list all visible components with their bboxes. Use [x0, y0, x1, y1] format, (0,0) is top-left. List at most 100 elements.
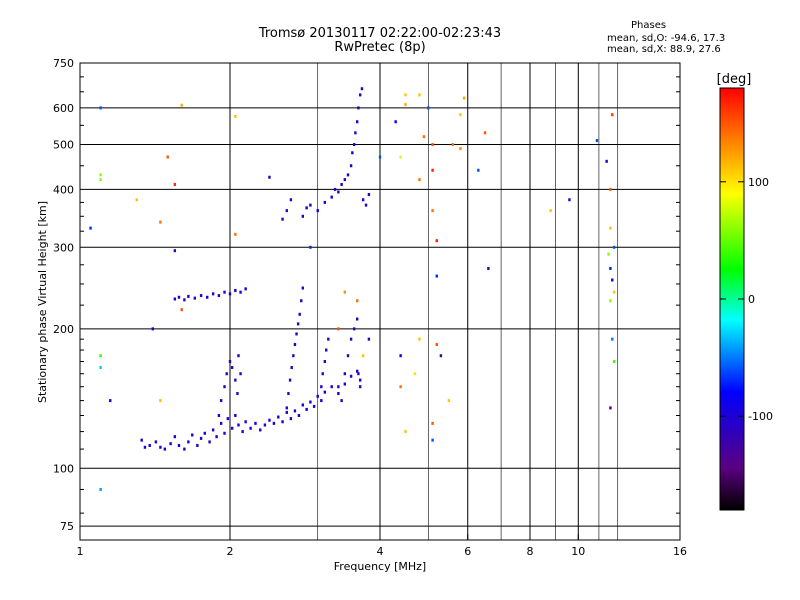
data-point	[609, 406, 612, 410]
data-point	[99, 354, 102, 358]
data-point	[272, 421, 276, 425]
data-point	[166, 155, 169, 159]
data-point	[367, 193, 371, 197]
data-point	[154, 440, 158, 444]
data-point	[180, 308, 183, 312]
data-point	[244, 420, 247, 424]
data-point	[295, 332, 298, 336]
y-axis-label: Stationary phase Virtual Height [km]	[36, 201, 49, 403]
data-point	[236, 392, 239, 396]
data-point	[277, 415, 280, 419]
data-point	[239, 290, 242, 294]
data-point	[292, 354, 295, 358]
data-point	[301, 286, 305, 290]
data-point	[351, 151, 354, 155]
data-point	[305, 407, 308, 411]
data-point	[143, 445, 147, 449]
data-point	[285, 410, 288, 414]
data-point	[183, 447, 186, 451]
data-point	[199, 436, 203, 440]
data-point	[301, 403, 305, 407]
data-point	[418, 337, 421, 341]
data-point	[431, 421, 434, 425]
colorbar-tick-label: 0	[748, 293, 755, 306]
data-point	[259, 428, 262, 432]
data-point	[549, 209, 552, 213]
phase-colorbar: [deg] 100 0 -100	[717, 72, 773, 511]
data-point	[99, 366, 102, 370]
data-point	[413, 372, 417, 376]
y-tick-label: 400	[53, 183, 74, 196]
data-point	[343, 382, 347, 386]
data-point	[230, 426, 234, 430]
y-tick-label: 600	[53, 102, 74, 115]
data-point	[173, 249, 177, 253]
data-point	[477, 168, 480, 172]
data-point	[431, 143, 434, 147]
data-point	[234, 114, 237, 118]
data-point	[211, 428, 215, 432]
data-point	[343, 372, 347, 376]
data-point	[612, 360, 616, 364]
y-tick-label: 500	[53, 139, 74, 152]
data-point	[187, 440, 190, 444]
data-point	[230, 366, 234, 370]
data-point	[451, 143, 455, 147]
data-point	[99, 487, 102, 491]
data-point	[483, 131, 487, 135]
data-point	[203, 431, 206, 435]
data-point	[249, 426, 252, 430]
data-point	[323, 200, 327, 204]
data-point	[355, 317, 359, 321]
data-point	[323, 360, 327, 364]
data-point	[173, 182, 177, 186]
x-tick-label: 8	[527, 545, 534, 558]
data-point	[285, 209, 288, 213]
data-point	[169, 442, 172, 446]
data-point	[297, 413, 301, 417]
data-point	[159, 399, 162, 403]
data-point	[301, 214, 305, 218]
phase-stats-o: mean, sd,O: -94.6, 17.3	[607, 33, 726, 44]
data-point	[234, 232, 237, 236]
data-point	[109, 399, 112, 403]
data-point	[357, 106, 360, 110]
data-point	[223, 290, 226, 294]
data-point	[89, 226, 92, 230]
data-point	[296, 322, 300, 326]
data-point	[330, 385, 333, 389]
data-point	[316, 209, 319, 213]
data-point	[435, 343, 438, 347]
data-point	[427, 106, 430, 110]
data-point	[241, 430, 244, 434]
data-point	[215, 435, 218, 439]
data-point	[268, 175, 271, 179]
data-point	[459, 113, 462, 117]
colorbar-gradient	[719, 87, 745, 511]
data-point	[422, 135, 426, 139]
data-point	[287, 392, 290, 396]
data-point	[612, 290, 616, 294]
data-point	[394, 120, 397, 124]
data-point	[399, 354, 402, 358]
data-point	[609, 187, 612, 191]
data-point	[305, 206, 308, 210]
data-point	[337, 327, 340, 331]
data-point	[357, 372, 360, 376]
data-point	[333, 187, 337, 191]
colorbar-tick-label: -100	[748, 410, 773, 423]
data-point	[459, 147, 462, 151]
data-point	[159, 445, 162, 449]
data-point	[99, 178, 102, 182]
data-point	[99, 173, 102, 177]
y-tick-label: 300	[53, 241, 74, 254]
data-point	[378, 155, 382, 159]
data-point	[361, 198, 365, 202]
x-tick-label: 16	[673, 545, 687, 558]
data-point	[173, 297, 177, 301]
data-point	[358, 385, 362, 389]
data-point	[151, 327, 155, 331]
phase-stats-x: mean, sd,X: 88.9, 27.6	[607, 44, 721, 55]
data-point	[226, 417, 230, 421]
data-point	[223, 431, 226, 435]
